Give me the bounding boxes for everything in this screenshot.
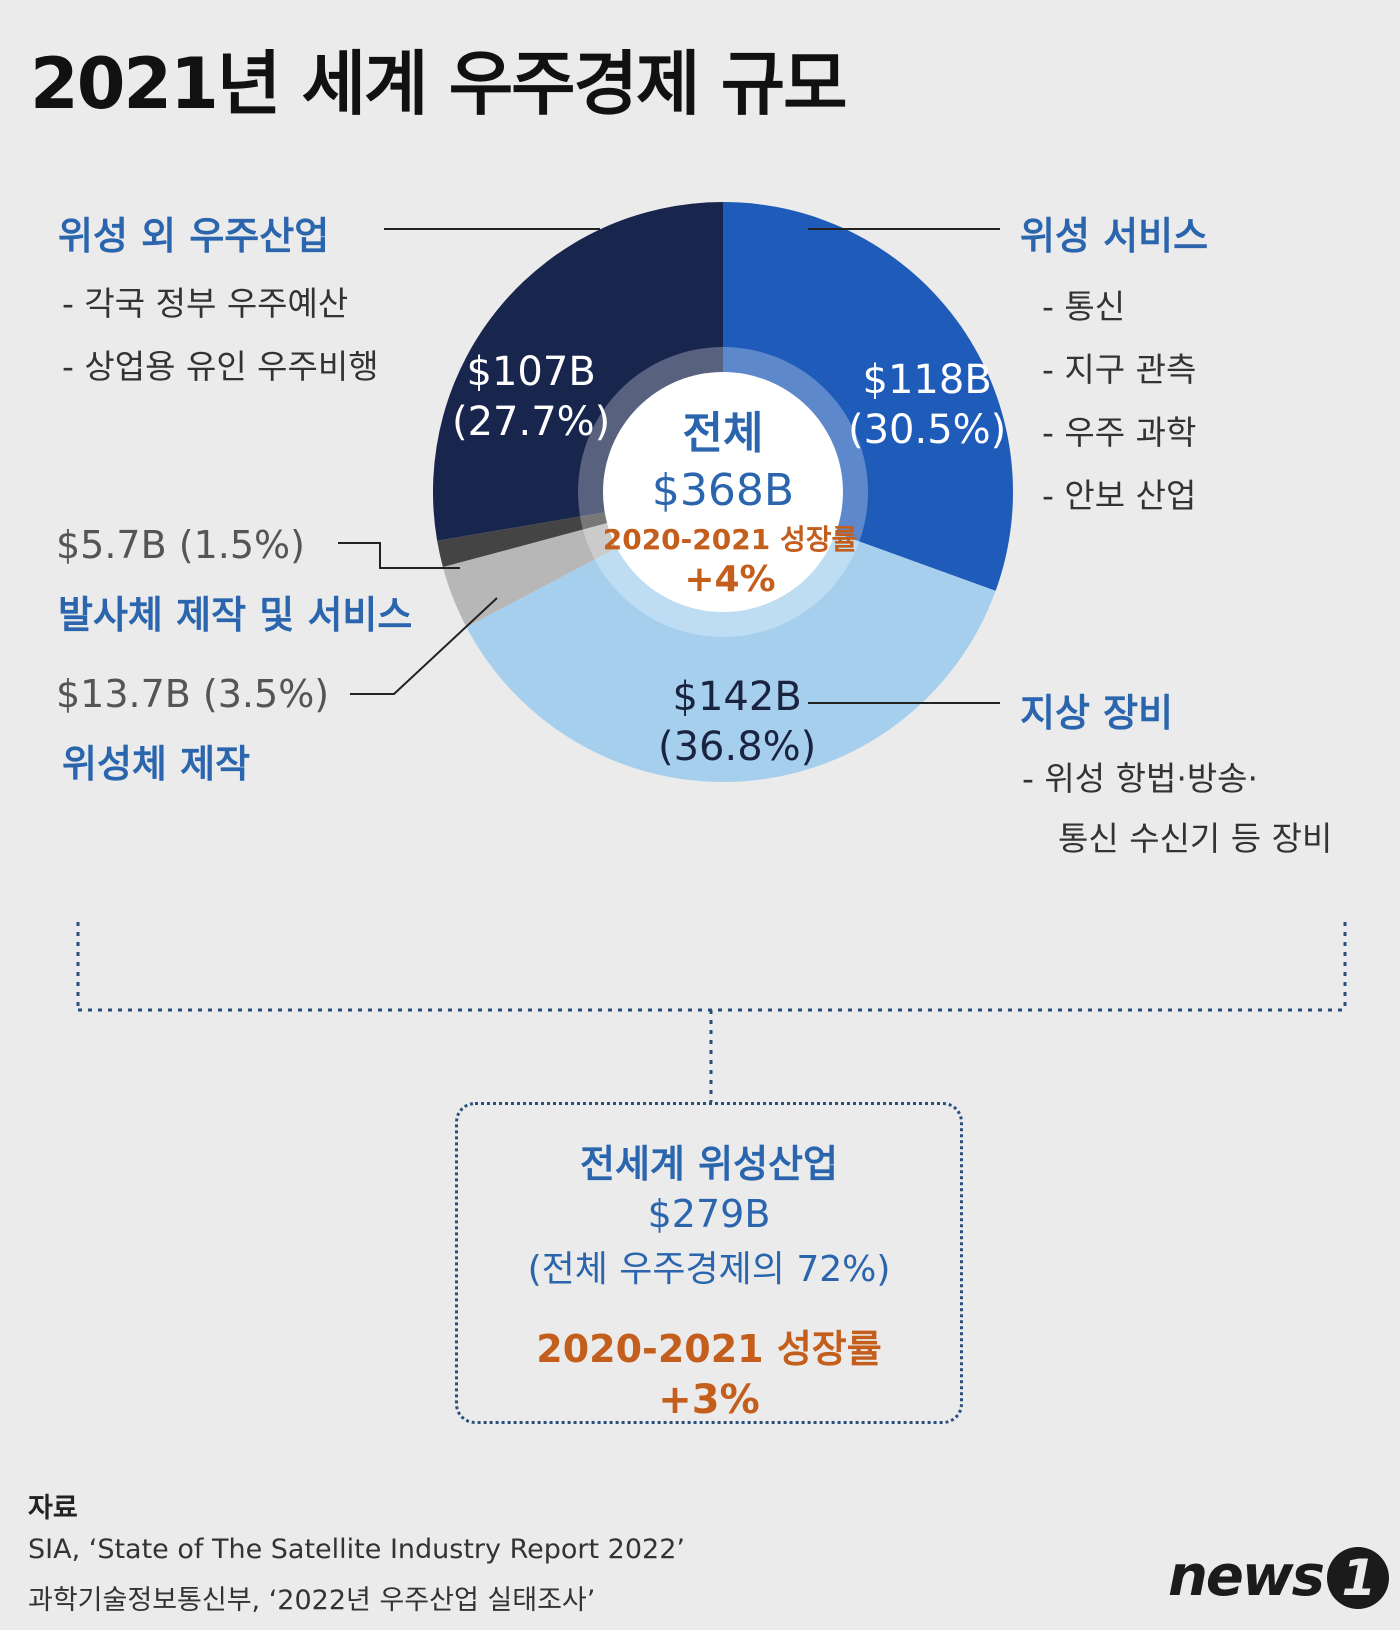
summary-share: (전체 우주경제의 72%)	[527, 1249, 891, 1290]
label-ground-percent: (36.8%)	[658, 724, 817, 770]
source-line: 과학기술정보통신부, ‘2022년 우주산업 실태조사’	[28, 1585, 596, 1616]
center-growth-label: 2020-2021 성장률	[603, 523, 858, 556]
summary-growth: +3%	[658, 1377, 760, 1423]
leader-manufacturing	[350, 597, 498, 695]
slice-ground	[466, 492, 996, 782]
center-total: $368B	[652, 465, 794, 516]
logo-text: news	[1168, 1544, 1325, 1609]
non-satellite-title: 위성 외 우주산업	[58, 214, 330, 258]
launch-value: $5.7B (1.5%)	[56, 523, 305, 567]
summary-title: 전세계 위성산업	[580, 1142, 838, 1186]
label-services: $118B (30.5%)	[848, 355, 1006, 455]
label-services-percent: (30.5%)	[848, 407, 1007, 453]
label-ground: $142B (36.8%)	[658, 672, 816, 772]
label-non-satellite: $107B (27.7%)	[452, 347, 610, 447]
non-satellite-item: - 상업용 유인 우주비행	[62, 347, 379, 386]
manufacturing-value: $13.7B (3.5%)	[56, 672, 330, 716]
services-item: - 지구 관측	[1042, 350, 1197, 389]
leader-launch	[338, 542, 460, 569]
logo-mark: 1	[1326, 1547, 1389, 1609]
summary-growth-label: 2020-2021 성장률	[536, 1327, 882, 1371]
source-line: SIA, ‘State of The Satellite Industry Re…	[28, 1534, 685, 1565]
services-item: - 안보 산업	[1042, 476, 1197, 515]
label-ground-value: $142B	[672, 674, 802, 720]
label-non-satellite-percent: (27.7%)	[452, 399, 611, 445]
source-heading: 자료	[28, 1493, 78, 1524]
ground-title: 지상 장비	[1020, 691, 1174, 735]
summary-box: 전세계 위성산업 $279B (전체 우주경제의 72%) 2020-2021 …	[455, 1102, 963, 1424]
center-hole	[603, 372, 843, 612]
services-title: 위성 서비스	[1020, 214, 1209, 258]
label-non-satellite-value: $107B	[466, 349, 596, 395]
label-services-value: $118B	[862, 357, 992, 403]
leader-lines	[338, 228, 1000, 704]
summary-value: $279B	[647, 1192, 771, 1236]
services-item: - 우주 과학	[1042, 413, 1197, 452]
ground-item: 통신 수신기 등 장비	[1058, 819, 1333, 858]
ground-item: - 위성 항법·방송·	[1022, 759, 1259, 798]
launch-title: 발사체 제작 및 서비스	[58, 593, 413, 637]
manufacturing-title: 위성체 제작	[62, 742, 251, 786]
non-satellite-item: - 각국 정부 우주예산	[62, 284, 349, 323]
page-title: 2021년 세계 우주경제 규모	[30, 43, 848, 125]
news1-logo: news 1	[1168, 1544, 1389, 1609]
center-label: 전체	[683, 408, 764, 459]
center-growth: +4%	[684, 559, 775, 600]
services-item: - 통신	[1042, 287, 1126, 326]
